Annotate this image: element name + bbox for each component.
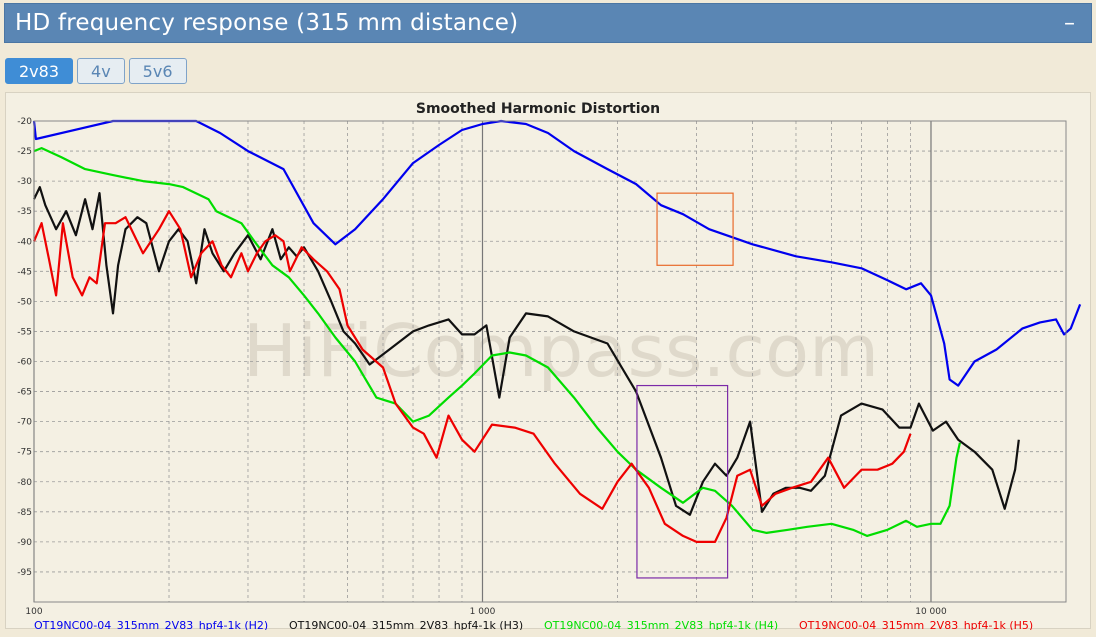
y-tick-label: -40 (17, 237, 32, 247)
tab-5v6[interactable]: 5v6 (128, 58, 187, 84)
y-tick-label: -35 (17, 207, 32, 217)
panel-title: HD frequency response (315 mm distance) (15, 10, 519, 36)
legend-entry-h3: OT19NC00-04_315mm_2V83_hpf4-1k (H3) (289, 619, 523, 630)
y-tick-label: -60 (17, 358, 32, 368)
y-tick-label: -45 (17, 267, 32, 277)
y-tick-label: -65 (17, 388, 32, 398)
series-line-h4 (33, 147, 961, 537)
y-tick-label: -25 (17, 147, 32, 157)
legend-entry-h4: OT19NC00-04_315mm_2V83_hpf4-1k (H4) (544, 619, 778, 630)
x-tick-label: 10 000 (915, 607, 947, 617)
tab-2v83[interactable]: 2v83 (5, 58, 74, 84)
panel-header: HD frequency response (315 mm distance) … (4, 3, 1092, 43)
series-line-h2 (32, 119, 1082, 387)
chart-title: Smoothed Harmonic Distortion (416, 101, 660, 117)
highlight-box-1 (656, 192, 734, 266)
y-tick-label: -55 (17, 327, 32, 337)
y-tick-label: -85 (17, 508, 32, 518)
y-tick-label: -50 (17, 297, 32, 307)
y-tick-label: -90 (17, 538, 32, 548)
version-tabs: 2v83 4v 5v6 (5, 58, 187, 84)
legend-entry-h5: OT19NC00-04_315mm_2V83_hpf4-1k (H5) (799, 619, 1033, 630)
y-tick-label: -95 (17, 568, 32, 578)
y-tick-label: -75 (17, 448, 32, 458)
tab-4v[interactable]: 4v (77, 58, 125, 84)
series-line-h5 (32, 210, 912, 543)
x-tick-label: 100 (25, 607, 42, 617)
y-tick-label: -80 (17, 478, 32, 488)
highlight-box-2 (636, 384, 729, 579)
y-tick-label: -70 (17, 418, 32, 428)
collapse-icon[interactable]: – (1064, 10, 1075, 36)
y-tick-label: -30 (17, 177, 32, 187)
x-tick-label: 1 000 (470, 607, 496, 617)
plot-frame (33, 120, 1067, 603)
harmonic-distortion-chart: HiFiCompass.com Smoothed Harmonic Distor… (17, 101, 1082, 630)
legend-entry-h2: OT19NC00-04_315mm_2V83_hpf4-1k (H2) (34, 619, 268, 630)
y-tick-label: -20 (17, 117, 32, 127)
series-line-h3 (33, 186, 1020, 516)
chart-panel: HiFiCompass.com Smoothed Harmonic Distor… (5, 92, 1091, 630)
